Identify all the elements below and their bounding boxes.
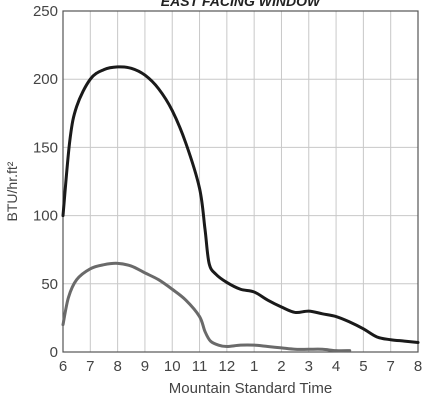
series-line-upper (61, 65, 420, 344)
x-tick-label: 5 (359, 358, 367, 375)
y-tick-label: 0 (50, 344, 58, 361)
x-tick-label: 8 (113, 358, 121, 375)
x-tick-label: 8 (414, 358, 422, 375)
x-tick-label: 1 (250, 358, 258, 375)
x-tick-label: 7 (387, 358, 395, 375)
y-tick-label: 150 (33, 139, 58, 156)
y-axis-label: BTU/hr.ft² (4, 161, 20, 221)
y-tick-label: 200 (33, 71, 58, 88)
series-line-lower (61, 261, 352, 353)
chart-title: EAST FACING WINDOW (161, 0, 322, 9)
y-tick-label: 250 (33, 3, 58, 20)
y-tick-label: 100 (33, 208, 58, 225)
x-tick-label: 9 (141, 358, 149, 375)
x-tick-label: 12 (219, 358, 236, 375)
x-axis-label: Mountain Standard Time (169, 380, 332, 397)
plot-frame (62, 10, 419, 353)
y-tick-label: 50 (41, 276, 58, 293)
x-tick-label: 7 (86, 358, 94, 375)
x-tick-label: 3 (305, 358, 313, 375)
x-tick-label: 4 (332, 358, 340, 375)
x-tick-label: 11 (192, 358, 208, 375)
x-tick-label: 6 (59, 358, 67, 375)
x-tick-label: 10 (164, 358, 181, 375)
x-tick-label: 2 (277, 358, 285, 375)
